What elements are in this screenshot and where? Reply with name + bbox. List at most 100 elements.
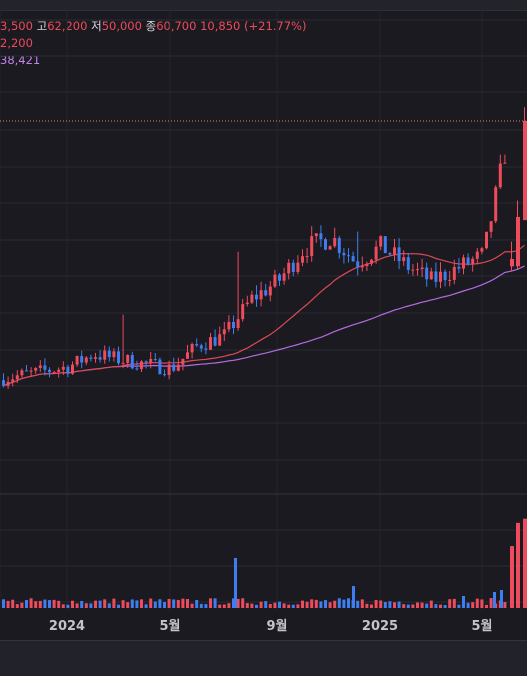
volume-bar xyxy=(278,601,281,608)
volume-bar xyxy=(2,599,5,608)
candle-body xyxy=(282,273,286,281)
volume-bar xyxy=(342,599,346,608)
candle-body xyxy=(498,163,502,188)
legend-change-value: 10,850 xyxy=(200,19,241,33)
candle-body xyxy=(434,271,438,282)
volume-bar xyxy=(523,518,527,608)
x-axis-label: 2024 xyxy=(49,619,85,634)
candle-body xyxy=(52,371,56,373)
volume-bar xyxy=(43,599,47,608)
volume-bar xyxy=(11,599,15,608)
candle-body xyxy=(167,364,171,376)
volume-bar xyxy=(84,603,88,608)
volume-bar xyxy=(500,590,503,608)
candle-body xyxy=(301,256,304,263)
volume-bar xyxy=(416,602,419,608)
volume-bar xyxy=(319,601,323,608)
candle-body xyxy=(130,355,134,369)
candle-body xyxy=(186,352,189,359)
candle-body xyxy=(370,259,373,264)
volume-bar xyxy=(503,602,507,608)
volume-bar xyxy=(379,600,383,608)
candle-body xyxy=(172,364,176,371)
volume-bar xyxy=(356,600,360,608)
volume-bar xyxy=(130,599,134,608)
candle-body xyxy=(48,369,51,373)
candle-body xyxy=(29,370,33,372)
x-axis-label: 5월 xyxy=(159,618,180,634)
candle-body xyxy=(144,361,148,363)
candle-body xyxy=(475,251,479,259)
volume-bar xyxy=(291,604,295,608)
volume-bar xyxy=(6,600,10,608)
volume-bar xyxy=(48,600,51,608)
candle-body xyxy=(38,365,42,368)
volume-bar xyxy=(204,604,208,608)
volume-bar xyxy=(149,598,153,608)
volume-bar xyxy=(71,600,74,608)
volume-bar xyxy=(181,598,185,608)
ma1-legend-value: 2,200 xyxy=(0,36,33,50)
candle-body xyxy=(43,365,47,370)
candle-body xyxy=(324,239,327,250)
volume-bar xyxy=(462,596,465,608)
candle-body xyxy=(255,294,258,300)
candle-body xyxy=(425,267,429,280)
candle-body xyxy=(319,233,323,240)
price-chart[interactable]: 2024 5월 9월 2025 5월 xyxy=(0,0,527,640)
candle-body xyxy=(25,370,28,372)
volume-bar xyxy=(485,604,488,608)
volume-bar xyxy=(259,601,263,608)
volume-bar xyxy=(360,599,364,608)
volume-bar xyxy=(234,558,237,608)
volume-bar xyxy=(352,586,355,608)
volume-bar xyxy=(61,604,65,608)
volume-bar xyxy=(153,601,157,608)
volume-bar xyxy=(75,603,79,608)
candle-body xyxy=(11,379,15,382)
candle-body xyxy=(443,271,447,281)
volume-bar xyxy=(144,604,148,608)
volume-bar xyxy=(264,601,268,608)
candle-body xyxy=(190,344,194,353)
candle-body xyxy=(84,357,88,363)
volume-bar xyxy=(301,600,304,608)
candle-body xyxy=(61,366,65,370)
candle-body xyxy=(397,247,401,262)
volume-bar xyxy=(186,598,189,608)
legend-open-value: 3,500 xyxy=(0,19,33,33)
volume-bar xyxy=(347,598,350,608)
volume-bar xyxy=(268,604,272,608)
candle-body xyxy=(204,348,208,350)
volume-bar xyxy=(365,603,369,608)
candle-body xyxy=(126,355,130,363)
candle-body xyxy=(273,274,277,287)
candle-body xyxy=(466,257,470,265)
candle-body xyxy=(457,266,461,269)
volume-bar xyxy=(103,599,107,608)
volume-bar xyxy=(98,600,102,608)
volume-bar xyxy=(195,599,199,608)
candle-body xyxy=(245,302,249,305)
candle-body xyxy=(195,344,199,346)
candle-body xyxy=(485,231,488,249)
candle-body xyxy=(510,258,514,267)
volume-bar xyxy=(337,598,341,608)
volume-bar xyxy=(112,598,116,608)
candle-body xyxy=(94,357,97,359)
x-axis-label: 2025 xyxy=(362,619,398,634)
candle-body xyxy=(140,361,143,370)
candle-body xyxy=(448,279,452,281)
volume-bar xyxy=(393,602,396,608)
candle-body xyxy=(347,255,350,257)
volume-bar xyxy=(163,602,166,608)
candle-body xyxy=(360,266,364,268)
candle-body xyxy=(337,238,341,253)
volume-bar xyxy=(25,599,28,608)
volume-bar xyxy=(457,604,461,608)
candle-body xyxy=(328,246,332,250)
top-toolbar-strip xyxy=(0,0,527,11)
legend-low-value: 50,000 xyxy=(101,19,142,33)
volume-bar xyxy=(232,598,235,608)
candle-body xyxy=(232,321,235,329)
